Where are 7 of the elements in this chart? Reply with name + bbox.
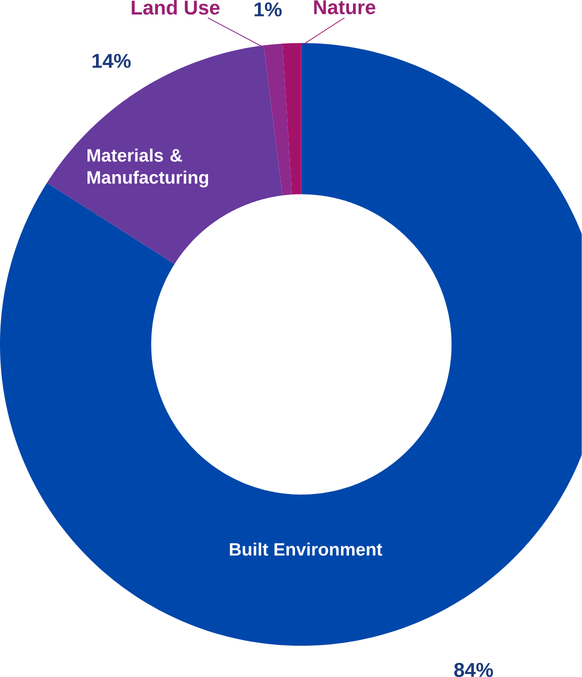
data-label: 14% [92,54,131,68]
data-label: 84% [454,662,494,677]
slice-label: Nature [314,0,376,14]
slice-label: Built Environment [230,542,382,556]
data-label: 1% [254,2,282,16]
slice-label: Materials & Manufacturing [88,148,208,188]
slice-label: Land Use [132,0,220,15]
